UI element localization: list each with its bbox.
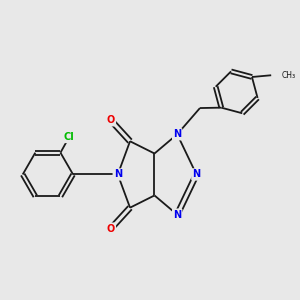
Text: N: N <box>114 169 122 179</box>
Text: CH₃: CH₃ <box>282 71 296 80</box>
Text: Cl: Cl <box>64 132 75 142</box>
Text: O: O <box>107 115 115 125</box>
Text: N: N <box>173 129 181 139</box>
Text: N: N <box>192 169 200 179</box>
Text: N: N <box>173 210 181 220</box>
Text: O: O <box>107 224 115 234</box>
